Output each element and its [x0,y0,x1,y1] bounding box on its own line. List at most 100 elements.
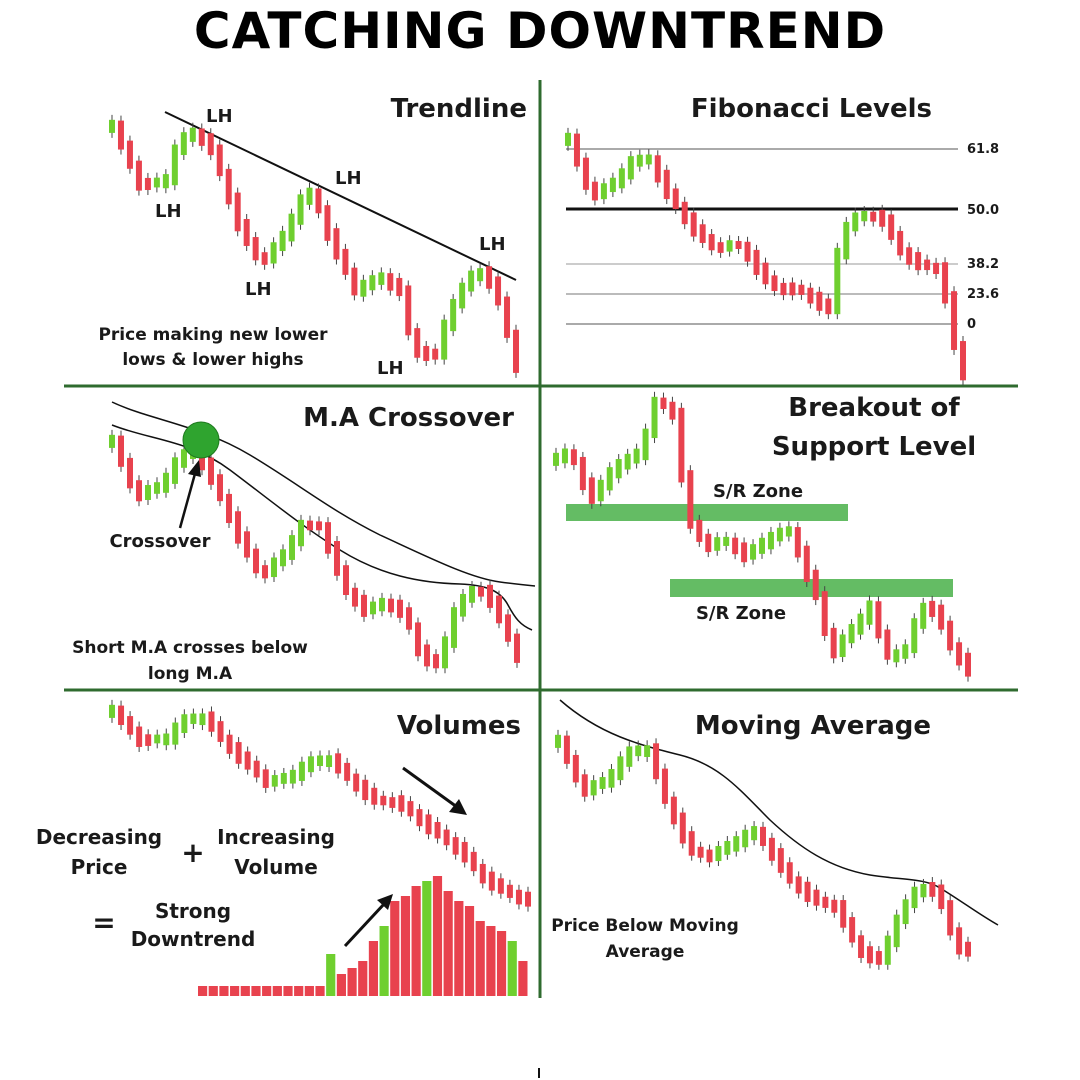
bullish-candle [597,479,604,502]
equation-term: Price [71,855,128,879]
bullish-candle [289,535,295,560]
bearish-candle [335,753,342,774]
bearish-candle [235,742,242,764]
volume-bar [294,986,304,996]
bearish-candle [406,607,412,630]
bullish-candle [852,212,859,232]
bullish-candle [199,713,206,726]
bullish-candle [633,448,640,464]
bullish-candle [469,586,475,603]
equation-result: Strong [155,899,231,923]
bearish-candle [371,787,378,805]
bullish-candle [565,132,571,146]
bearish-candle [956,927,963,955]
volume-bar [219,986,229,996]
bearish-candle [351,267,358,296]
bearish-candle [514,633,520,663]
bullish-candle [834,247,841,315]
lh-label: LH [335,168,362,189]
equation-result: Downtrend [131,927,256,951]
bearish-candle [849,917,856,943]
bullish-candle [279,230,286,252]
panel-dividers [64,80,1018,998]
bullish-candle [172,457,178,484]
bullish-candle [866,600,873,625]
bearish-candle [956,642,963,666]
bullish-candle [776,527,783,542]
bullish-candle [651,396,658,439]
bearish-candle [497,878,504,894]
bullish-candle [857,613,864,635]
bearish-candle [875,951,882,965]
bearish-candle [461,841,468,863]
bearish-candle [798,284,805,295]
bearish-candle [387,273,394,291]
panel-ma-crossover: M.A Crossover Crossover Short M.A crosse… [72,401,536,684]
bearish-candle [942,262,949,304]
bearish-candle [965,941,971,957]
arrow-head [449,799,467,815]
bearish-candle [423,345,430,361]
bearish-candle [353,773,360,792]
bearish-candle [217,721,224,742]
bearish-candle [432,348,439,360]
bearish-candle [653,743,660,780]
bearish-candle [253,760,260,778]
bearish-candle [866,946,873,964]
bullish-candle [298,761,305,781]
bullish-candle [109,704,115,718]
bearish-candle [706,849,713,863]
bearish-candle [525,891,531,907]
volume-bar [443,891,453,996]
bearish-candle [496,595,502,624]
volume-bar [262,986,272,996]
panel-heading-moving-average: Moving Average [695,711,931,741]
volume-arrow [343,901,387,948]
lh-label: LH [155,201,182,222]
fib-level-label: 61.8 [967,142,999,157]
bearish-candle [388,598,394,613]
bearish-candle [118,435,124,467]
trendline [164,111,517,281]
bearish-candle [803,545,810,583]
volume-bar [379,926,389,996]
bearish-candle [690,212,697,237]
bullish-candle [180,132,187,156]
bearish-candle [405,285,412,336]
bearish-candle [588,477,595,504]
bullish-candle [109,434,115,448]
bearish-candle [226,734,233,754]
bearish-candle [688,831,695,856]
bearish-candle [262,769,269,788]
bullish-candle [270,242,277,264]
crossover-marker [182,421,220,459]
bullish-candle [920,883,927,898]
bearish-candle [591,181,598,201]
bearish-candle [506,884,513,898]
bearish-candle [965,652,971,677]
bearish-candle [741,542,748,563]
bearish-candle [198,128,205,146]
bearish-candle [324,205,331,241]
bullish-candle [317,755,323,767]
caption-line: Price Below Moving [551,916,739,936]
bullish-candle [189,127,196,142]
arrow-head [377,894,393,910]
bullish-candle [145,485,151,500]
bullish-candle [599,777,606,789]
bearish-candle [414,328,421,358]
bullish-candle [450,298,457,332]
bullish-candle [848,624,855,644]
bearish-candle [488,871,495,891]
bearish-candle [315,188,322,214]
bearish-candle [771,275,778,292]
bearish-candle [672,188,679,210]
bearish-candle [744,241,751,262]
volume-bar [208,986,218,996]
bullish-candle [442,636,448,669]
bearish-candle [253,548,259,574]
bullish-candle [459,282,466,309]
bullish-candle [624,453,631,470]
bullish-candle [645,154,652,165]
bullish-candle [642,428,649,461]
